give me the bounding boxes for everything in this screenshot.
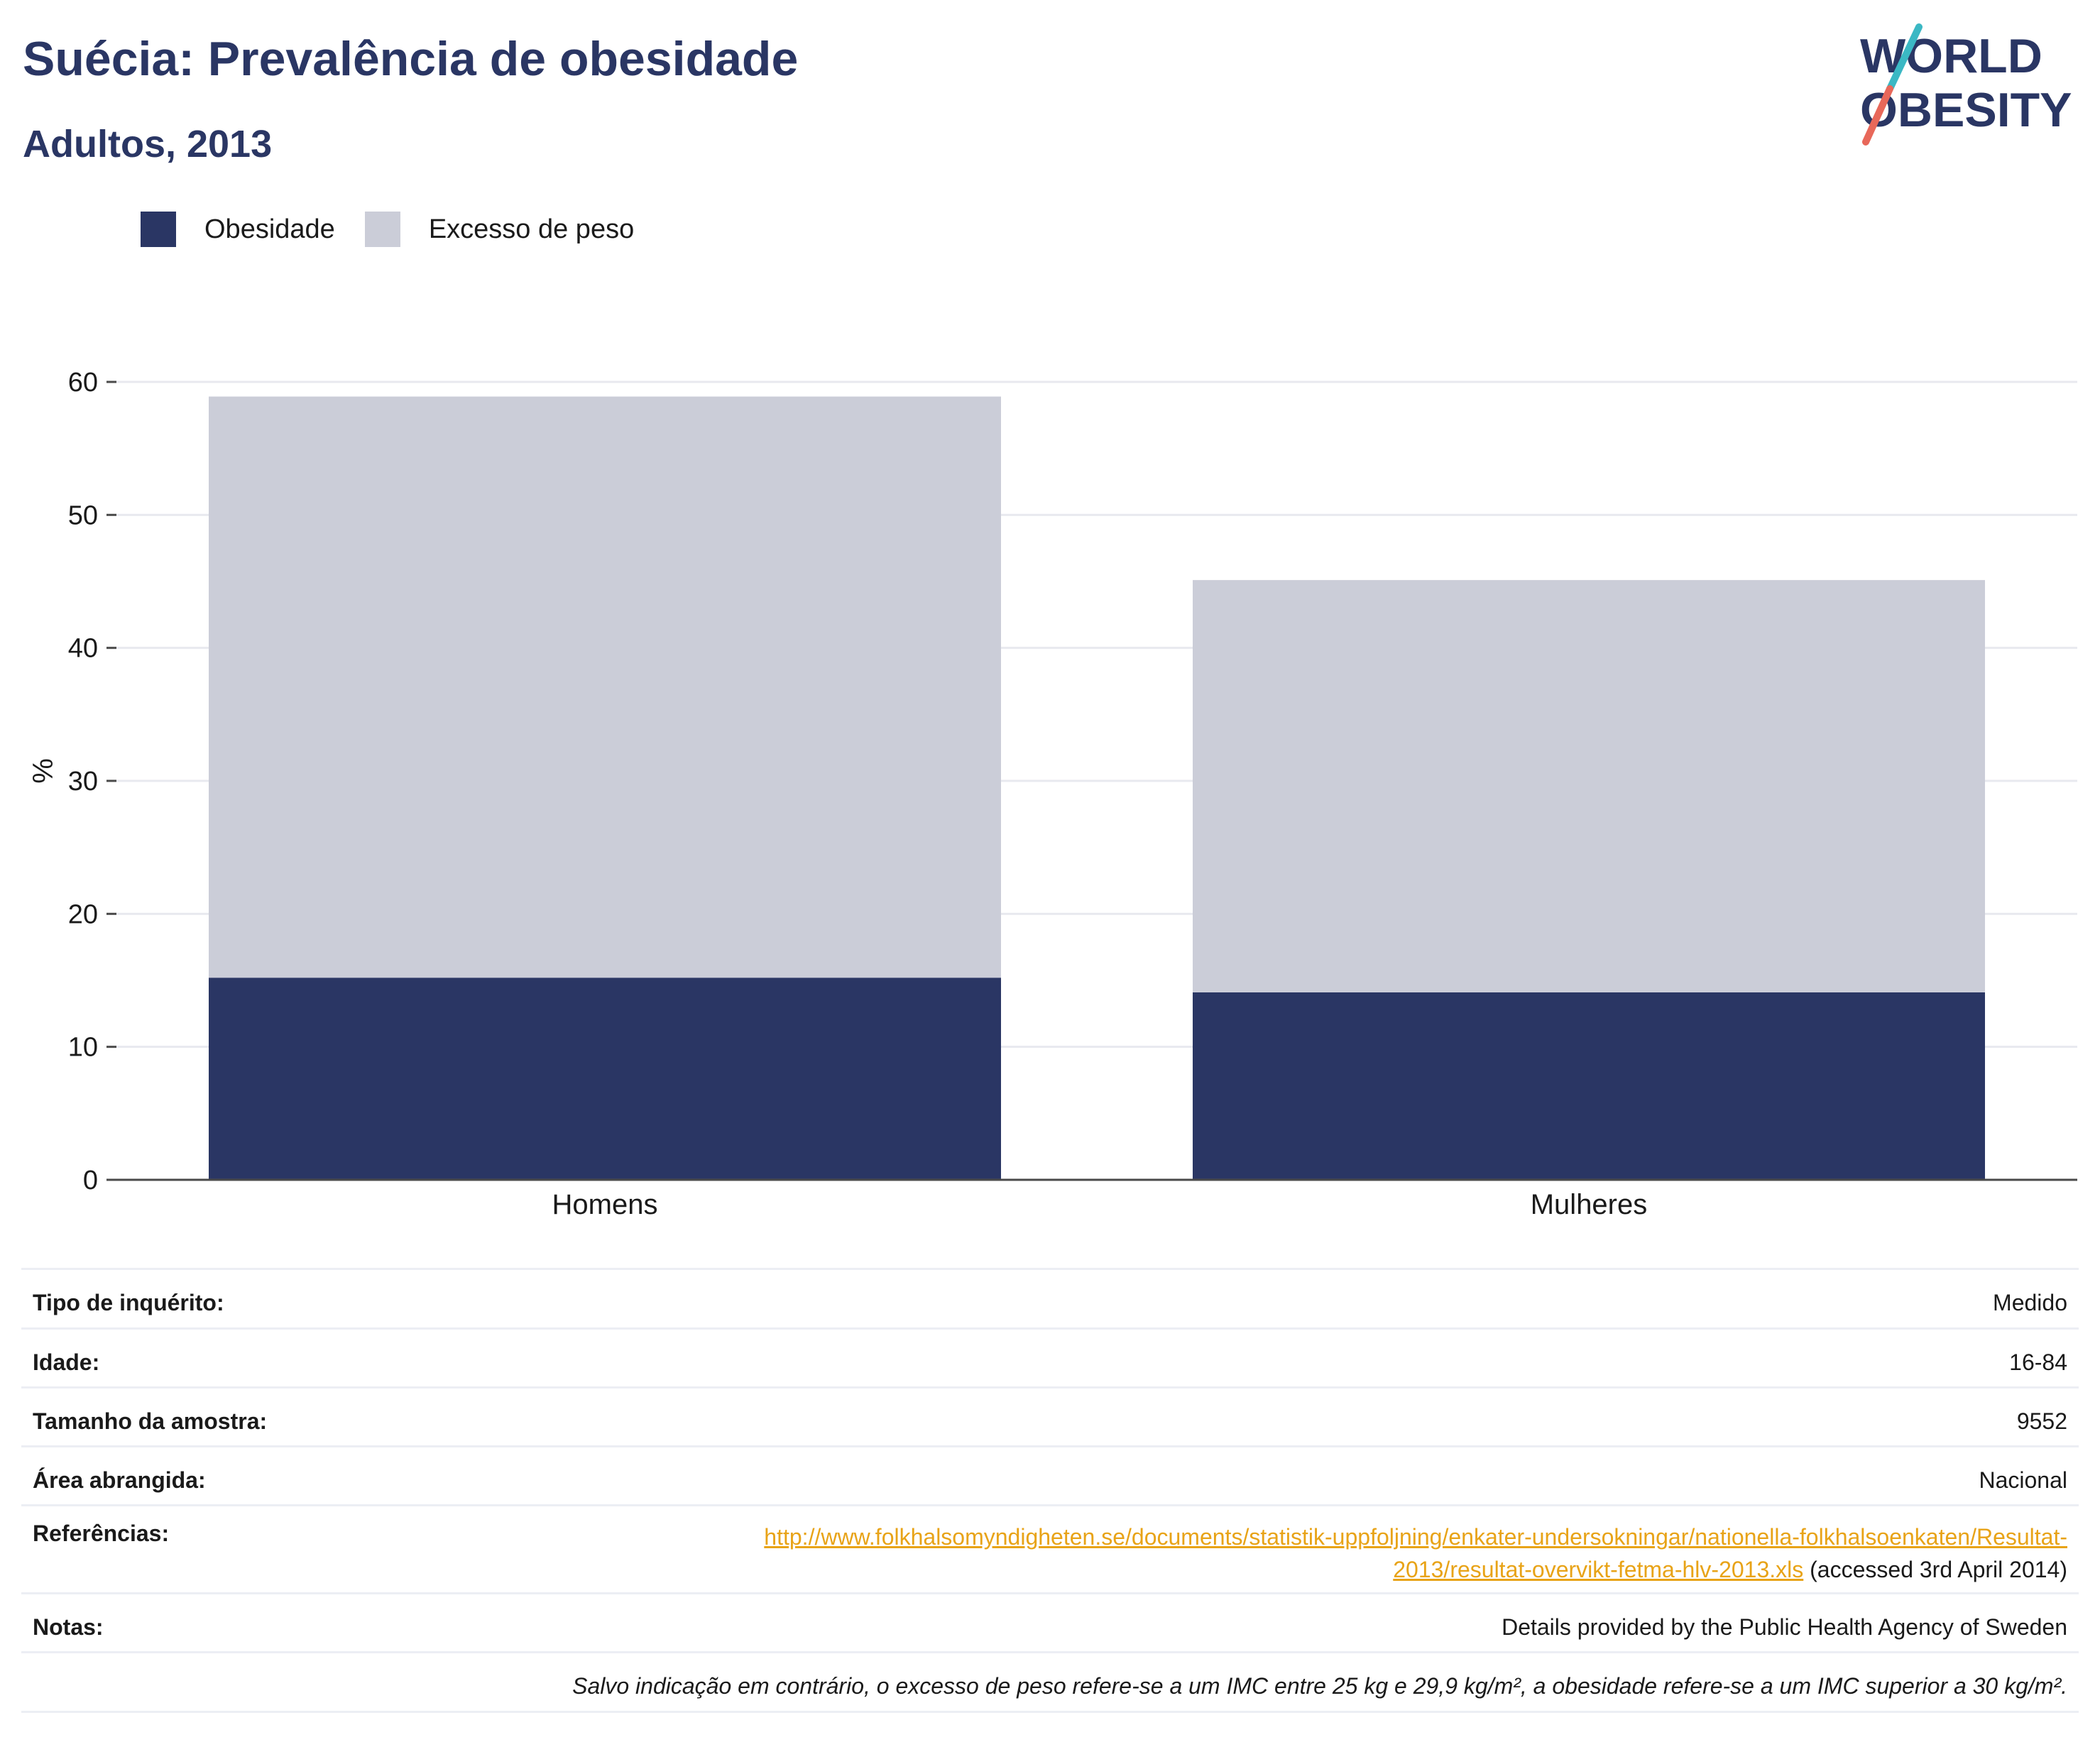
age-value: 16-84 bbox=[2009, 1349, 2067, 1375]
row-references: Referências: http://www.folkhalsomyndigh… bbox=[21, 1506, 2079, 1594]
legend-item-overweight: Excesso de peso bbox=[364, 212, 635, 247]
reference-link-line1[interactable]: http://www.folkhalsomyndigheten.se/docum… bbox=[764, 1524, 2067, 1550]
row-sample-size: Tamanho da amostra: 9552 bbox=[21, 1389, 2079, 1447]
bar-homens-obesity bbox=[209, 977, 1001, 1180]
y-tick-label: 40 bbox=[68, 634, 98, 664]
survey-type-label: Tipo de inquérito: bbox=[33, 1290, 224, 1315]
reference-link-line2[interactable]: 2013/resultat-overvikt-fetma-hlv-2013.xl… bbox=[1393, 1557, 1804, 1582]
sample-size-label: Tamanho da amostra: bbox=[33, 1408, 268, 1434]
legend-item-obesity: Obesidade bbox=[141, 212, 335, 247]
age-label: Idade: bbox=[33, 1349, 100, 1375]
legend-swatch-overweight bbox=[364, 212, 400, 247]
legend-label-obesity: Obesidade bbox=[204, 214, 335, 244]
world-obesity-logo: WORLD OBESITY bbox=[1860, 23, 2072, 146]
page-subtitle: Adultos, 2013 bbox=[23, 123, 273, 165]
row-age: Idade: 16-84 bbox=[21, 1330, 2079, 1389]
logo-slash-coral bbox=[1862, 85, 1893, 146]
references-value: http://www.folkhalsomyndigheten.se/docum… bbox=[764, 1521, 2067, 1586]
y-tick-labels: 0 10 20 30 40 50 60 bbox=[68, 368, 98, 1195]
y-tick-label: 10 bbox=[68, 1033, 98, 1063]
survey-type-value: Medido bbox=[1993, 1290, 2067, 1315]
x-category-label: Mulheres bbox=[1531, 1189, 1648, 1220]
y-tick-label: 30 bbox=[68, 767, 98, 796]
row-area: Área abrangida: Nacional bbox=[21, 1447, 2079, 1506]
sample-size-value: 9552 bbox=[2016, 1408, 2067, 1434]
bar-homens-overweight bbox=[209, 396, 1001, 978]
row-survey-type: Tipo de inquérito: Medido bbox=[21, 1270, 2079, 1330]
y-tick-label: 20 bbox=[68, 899, 98, 929]
x-category-label: Homens bbox=[552, 1189, 658, 1220]
y-tick-label: 50 bbox=[68, 500, 98, 530]
reference-accessed: (accessed 3rd April 2014) bbox=[1803, 1557, 2067, 1582]
y-tick-label: 0 bbox=[83, 1166, 98, 1195]
page-title: Suécia: Prevalência de obesidade bbox=[23, 32, 799, 86]
bar-chart: 0 10 20 30 40 50 60 Homens Mulheres % bbox=[28, 368, 2077, 1220]
legend-label-overweight: Excesso de peso bbox=[428, 214, 635, 244]
row-notes: Notas: Details provided by the Public He… bbox=[21, 1594, 2079, 1653]
logo-line2: OBESITY bbox=[1860, 83, 2072, 137]
area-value: Nacional bbox=[1979, 1467, 2067, 1493]
footnote-text: Salvo indicação em contrário, o excesso … bbox=[572, 1673, 2067, 1699]
bar-mulheres-obesity bbox=[1193, 992, 1985, 1180]
notes-value: Details provided by the Public Health Ag… bbox=[1502, 1614, 2067, 1640]
chart-bars bbox=[209, 396, 1985, 1180]
y-tick-label: 60 bbox=[68, 368, 98, 398]
logo-slash-teal bbox=[1886, 23, 1923, 92]
x-tick-labels: Homens Mulheres bbox=[552, 1189, 1648, 1220]
notes-label: Notas: bbox=[33, 1614, 104, 1640]
y-axis-label: % bbox=[28, 758, 59, 784]
row-footnote: Salvo indicação em contrário, o excesso … bbox=[21, 1653, 2079, 1713]
references-label: Referências: bbox=[33, 1521, 170, 1546]
logo-line1: WORLD bbox=[1860, 29, 2042, 83]
chart-legend: Obesidade Excesso de peso bbox=[141, 212, 664, 247]
info-table: Tipo de inquérito: Medido Idade: 16-84 T… bbox=[21, 1268, 2079, 1713]
legend-swatch-obesity bbox=[141, 212, 176, 247]
area-label: Área abrangida: bbox=[33, 1467, 206, 1493]
bar-mulheres-overweight bbox=[1193, 580, 1985, 992]
